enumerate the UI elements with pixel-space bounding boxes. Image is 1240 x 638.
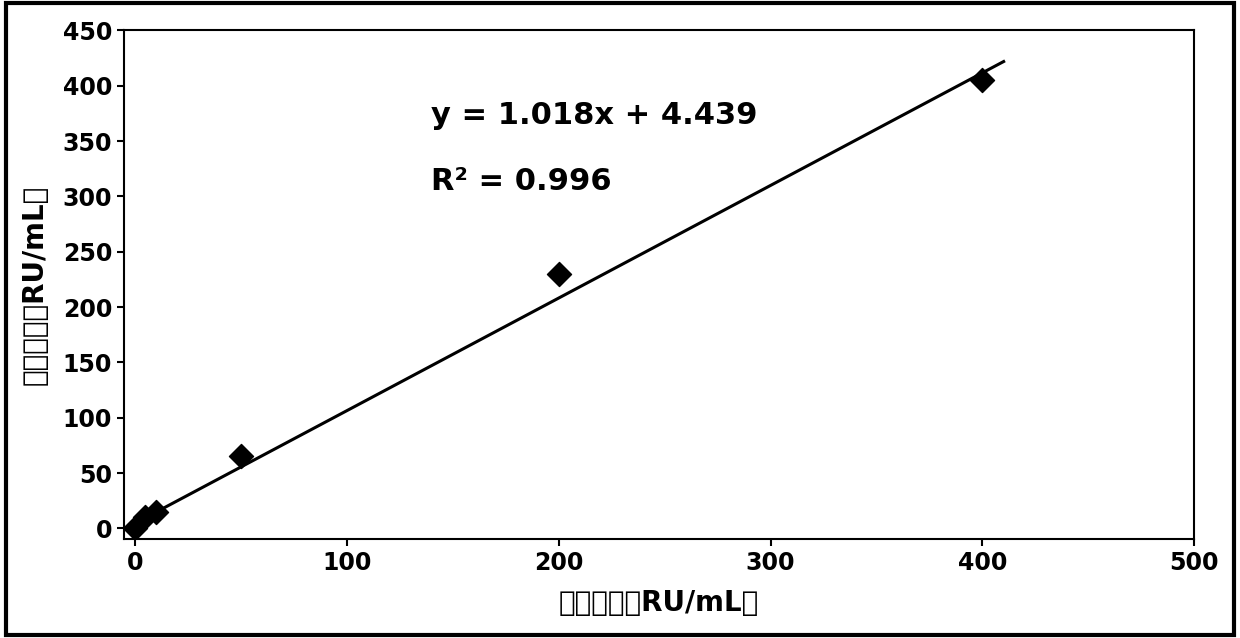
X-axis label: 理论浓度（RU/mL）: 理论浓度（RU/mL） xyxy=(559,589,759,617)
Point xyxy=(125,523,145,533)
Point xyxy=(972,75,992,85)
Point xyxy=(146,507,166,517)
Y-axis label: 计算浓度（RU/mL）: 计算浓度（RU/mL） xyxy=(21,185,48,385)
Text: R² = 0.996: R² = 0.996 xyxy=(432,167,613,197)
Point xyxy=(135,512,155,523)
Text: y = 1.018x + 4.439: y = 1.018x + 4.439 xyxy=(432,101,758,130)
Point xyxy=(548,269,568,279)
Point xyxy=(231,451,250,461)
